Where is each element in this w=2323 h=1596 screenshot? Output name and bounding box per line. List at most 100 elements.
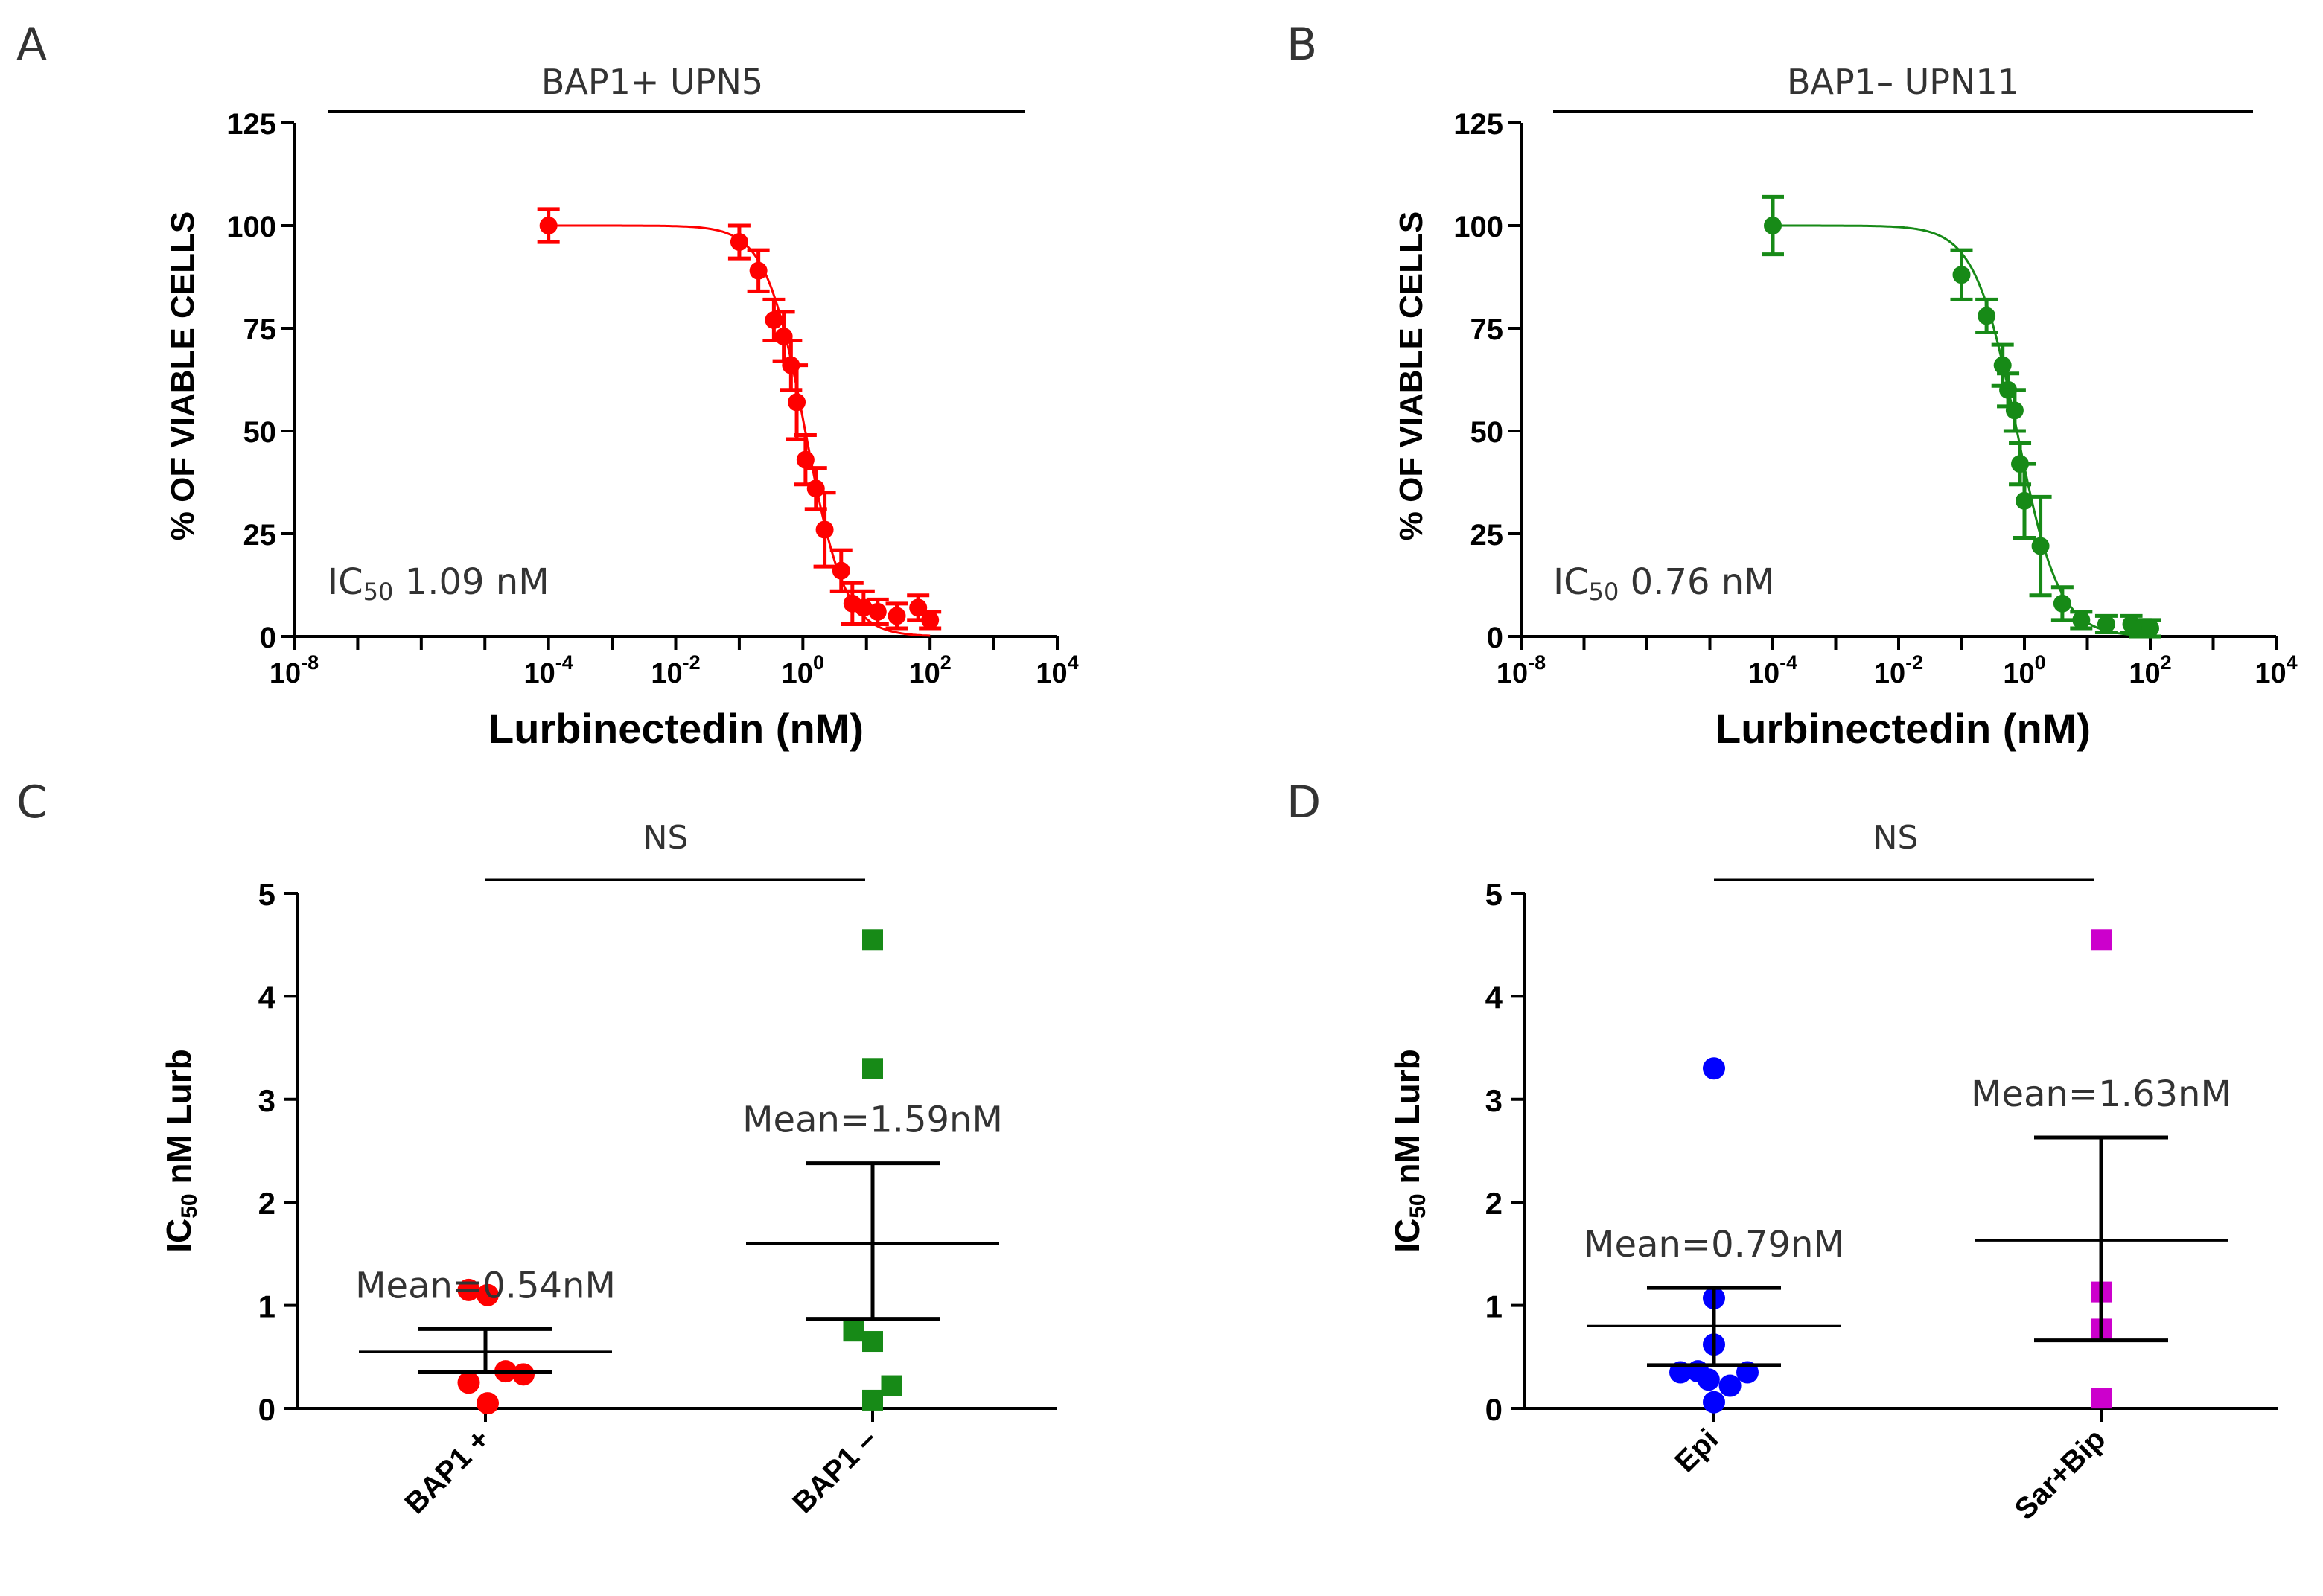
data-point xyxy=(457,1371,480,1394)
data-point xyxy=(832,561,850,580)
data-points xyxy=(457,929,902,1415)
ic50-annotation: IC50 1.09 nM xyxy=(328,561,549,606)
x-tick-label: 102 xyxy=(909,651,952,689)
data-point xyxy=(2005,401,2024,420)
x-tick-label: BAP1 + xyxy=(398,1423,496,1520)
ic50-annotation: IC50 0.76 nM xyxy=(1553,561,1775,606)
x-tick-label: BAP1 – xyxy=(786,1423,883,1519)
x-tick-label: 10-8 xyxy=(1497,651,1546,689)
panel-d-ic50-by-histology: NS IC50 nM Lurb 0 1 2 3 4 5 Epi Sar+Bip Mean=0… xyxy=(1388,819,2278,1526)
x-tick-label: 10-2 xyxy=(1874,651,1923,689)
x-tick-label: 104 xyxy=(2255,651,2297,689)
data-point xyxy=(2091,929,2112,951)
x-tick-label: 104 xyxy=(1036,651,1078,689)
data-point xyxy=(881,1375,902,1396)
data-point xyxy=(1764,217,1782,234)
data-point xyxy=(888,607,906,625)
y-axis-label: % OF VIABLE CELLS xyxy=(165,211,201,540)
y-tick-label: 3 xyxy=(258,1083,275,1118)
mean-sem-bars: Mean=0.54nM Mean=1.59nM xyxy=(355,1099,1003,1375)
y-tick-label: 4 xyxy=(1485,980,1503,1015)
y-tick-label: 5 xyxy=(1485,877,1503,912)
y-axis-label: IC50 nM Lurb xyxy=(159,1049,202,1253)
data-points xyxy=(1762,194,2161,639)
data-point xyxy=(749,261,768,280)
data-point xyxy=(2072,610,2091,629)
x-axis: Epi Sar+Bip xyxy=(1525,1407,2278,1526)
y-tick-label: 125 xyxy=(1453,108,1503,141)
mean-label: Mean=1.59nM xyxy=(742,1099,1003,1141)
x-tick-label: 100 xyxy=(2003,651,2045,689)
panel-label-b: B xyxy=(1287,19,1317,71)
data-point xyxy=(854,598,873,617)
chart-title: BAP1– UPN11 xyxy=(1787,62,2019,102)
data-point xyxy=(2031,537,2050,555)
panel-label-a: A xyxy=(16,19,47,71)
x-tick-label: 10-4 xyxy=(524,651,573,689)
mean-label: Mean=0.54nM xyxy=(355,1265,616,1306)
data-point xyxy=(477,1283,499,1306)
fit-curve-group xyxy=(548,224,931,637)
fit-curve xyxy=(548,224,931,637)
y-tick-label: 0 xyxy=(1487,622,1503,654)
panel-label-c: C xyxy=(16,776,48,829)
significance-label: NS xyxy=(1873,819,1919,857)
y-tick-label: 5 xyxy=(258,877,275,912)
data-point xyxy=(796,450,815,469)
data-point xyxy=(730,233,748,252)
data-points xyxy=(537,207,942,631)
y-tick-label: 2 xyxy=(258,1186,275,1221)
data-point xyxy=(862,1389,883,1411)
x-tick-label: Epi xyxy=(1669,1423,1724,1478)
data-point xyxy=(1703,1057,1725,1080)
x-tick-label: 100 xyxy=(782,651,824,689)
y-tick-label: 100 xyxy=(226,211,276,243)
x-tick-label: 10-4 xyxy=(1748,651,1797,689)
data-point xyxy=(765,310,783,329)
panel-b-dose-response: BAP1– UPN11 % OF VIABLE CELLS Lurbinecte… xyxy=(1393,62,2298,752)
data-point xyxy=(921,610,940,629)
panel-a-dose-response: BAP1+ UPN5 % OF VIABLE CELLS Lurbinected… xyxy=(165,62,1079,752)
data-point xyxy=(2091,1388,2112,1409)
panel-label-d: D xyxy=(1287,776,1321,829)
y-tick-label: 2 xyxy=(1485,1186,1503,1221)
y-tick-label: 0 xyxy=(1485,1392,1503,1427)
data-point xyxy=(843,1321,864,1342)
x-tick-label: 10-2 xyxy=(651,651,700,689)
x-tick-label: 10-8 xyxy=(270,651,319,689)
data-point xyxy=(1978,307,1996,325)
mean-label: Mean=1.63nM xyxy=(1971,1073,2231,1115)
y-axis-label: IC50 nM Lurb xyxy=(1388,1049,1430,1253)
data-point xyxy=(2016,491,2033,510)
y-tick-label: 75 xyxy=(1470,313,1504,346)
y-axis: 0 1 2 3 4 5 xyxy=(258,877,299,1427)
significance-label: NS xyxy=(643,819,689,857)
y-axis: 0 25 50 75 100 125 xyxy=(226,108,296,654)
y-tick-label: 0 xyxy=(260,622,276,654)
x-axis: 10-8 10-4 10-2 100 102 104 xyxy=(1497,635,2298,689)
y-tick-label: 125 xyxy=(226,108,276,141)
y-tick-label: 4 xyxy=(258,980,276,1015)
data-point xyxy=(539,217,558,234)
y-tick-label: 25 xyxy=(243,519,277,552)
y-axis-label: % OF VIABLE CELLS xyxy=(1393,211,1430,540)
data-point xyxy=(457,1278,480,1301)
data-point xyxy=(1703,1391,1725,1414)
x-tick-label: 102 xyxy=(2129,651,2171,689)
y-tick-label: 50 xyxy=(1470,416,1504,449)
data-point xyxy=(1993,356,2012,374)
panel-c-ic50-by-bap1: NS IC50 nM Lurb 0 1 2 3 4 5 BAP1 + BAP1 – Mean… xyxy=(159,819,1057,1520)
mean-label: Mean=0.79nM xyxy=(1584,1224,1844,1265)
x-axis-label: Lurbinectedin (nM) xyxy=(488,705,864,752)
data-point xyxy=(862,1331,883,1353)
data-point xyxy=(868,602,887,621)
data-point xyxy=(2097,615,2115,633)
y-axis: 0 25 50 75 100 125 xyxy=(1453,108,1523,654)
y-tick-label: 25 xyxy=(1470,519,1504,552)
x-axis: 10-8 10-4 10-2 100 102 104 xyxy=(270,635,1079,689)
y-axis: 0 1 2 3 4 5 xyxy=(1485,877,1526,1427)
y-tick-label: 100 xyxy=(1453,211,1503,243)
mean-sem-bars: Mean=0.79nM Mean=1.63nM xyxy=(1584,1073,2231,1367)
data-point xyxy=(862,929,883,951)
